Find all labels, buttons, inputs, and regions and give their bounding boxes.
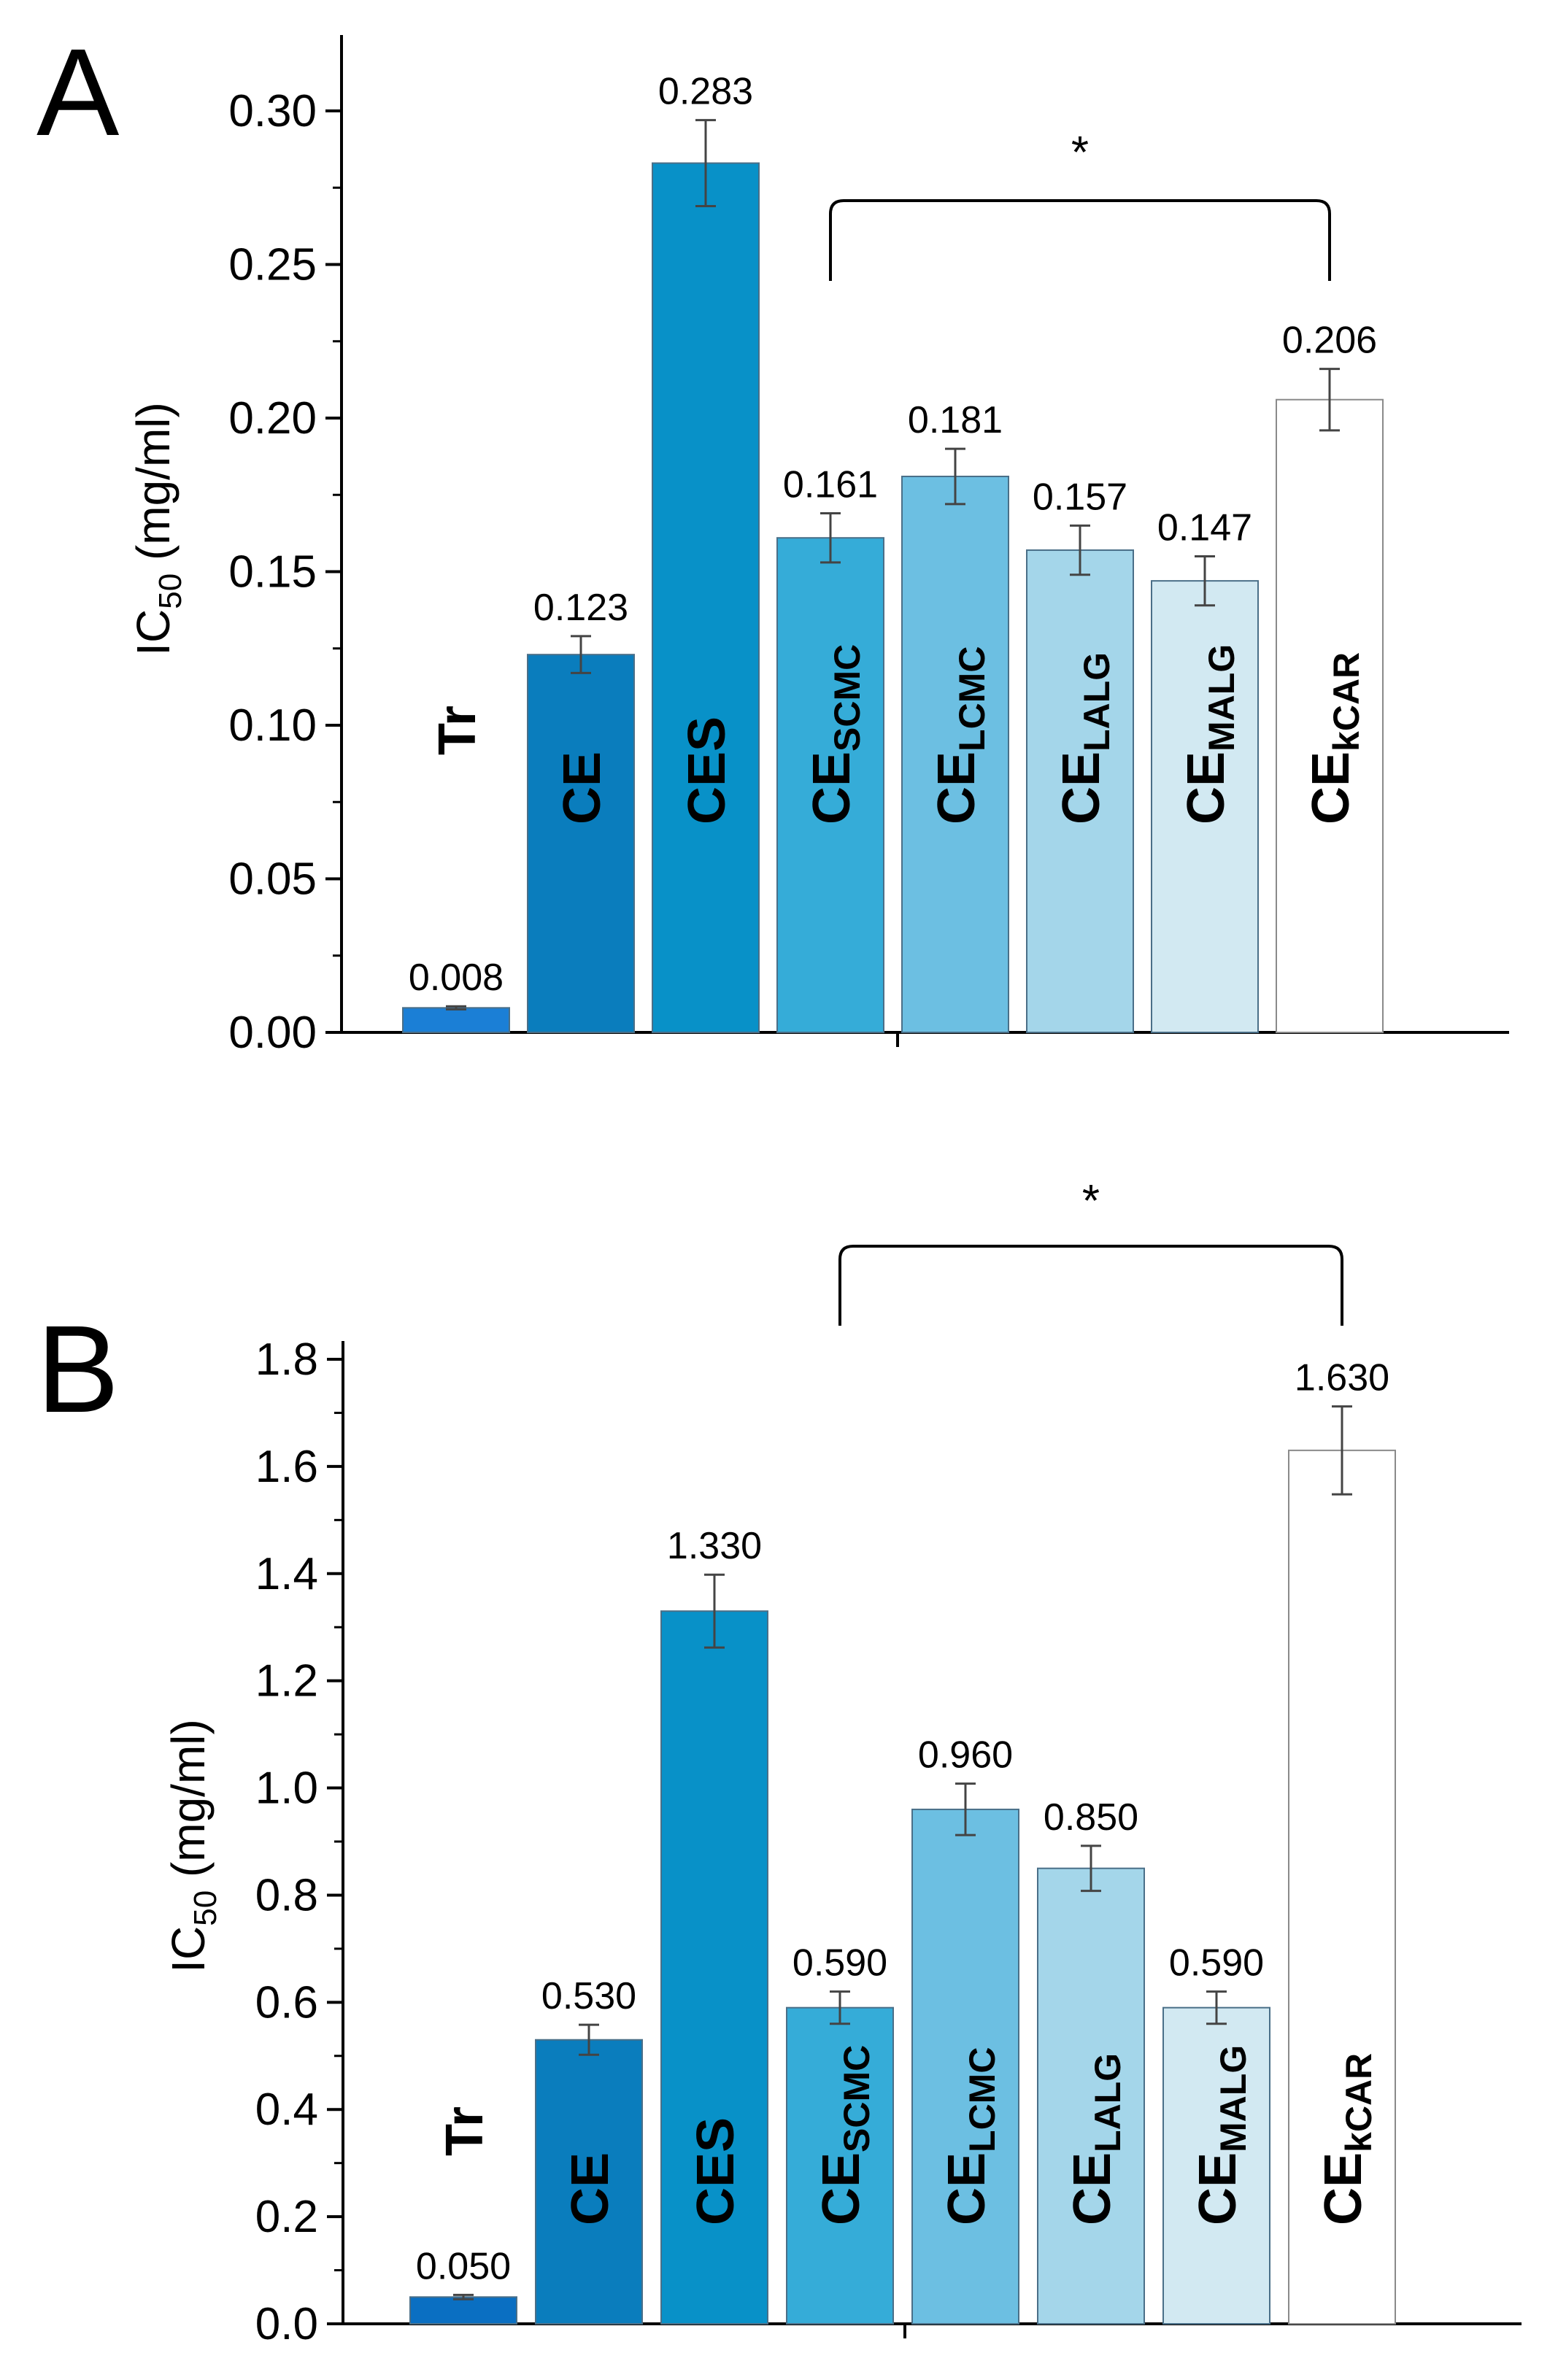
category-label-b: CES <box>687 2117 745 2225</box>
data-label-a: 0.123 <box>533 587 628 629</box>
data-label-b: 1.330 <box>667 1525 762 1567</box>
data-label-b: 0.590 <box>793 1942 887 1985</box>
panel-letter-a: A <box>36 23 120 162</box>
bar-b <box>1288 1449 1396 2325</box>
data-label-a: 0.283 <box>658 71 753 113</box>
category-label-a: CEMALG <box>1177 644 1242 824</box>
bar-a <box>527 654 635 1033</box>
y-tick-label-a: 0.05 <box>228 854 317 905</box>
category-label-b: CESCMC <box>812 2045 877 2225</box>
y-tick-label-a: 0.30 <box>228 86 317 136</box>
category-label-b: Tr <box>436 2106 494 2156</box>
data-label-b: 0.850 <box>1044 1796 1138 1839</box>
data-label-b: 0.960 <box>918 1734 1013 1777</box>
bar-b <box>1162 2006 1270 2325</box>
data-label-b: 0.590 <box>1169 1942 1264 1985</box>
category-label-a: CES <box>678 716 736 824</box>
bar-a <box>402 1007 510 1033</box>
y-axis-label-b: IC50 (mg/ml) <box>162 1719 223 1973</box>
y-tick-label-b: 0.2 <box>255 2192 318 2242</box>
data-label-a: 0.157 <box>1033 476 1127 518</box>
data-label-a: 0.181 <box>908 399 1003 441</box>
data-label-a: 0.147 <box>1157 506 1252 549</box>
bar-b <box>409 2296 517 2325</box>
category-label-a: Tr <box>428 706 487 755</box>
data-label-a: 0.206 <box>1282 320 1377 362</box>
y-tick-label-a: 0.10 <box>228 700 317 751</box>
y-tick-label-a: 0.20 <box>228 393 317 444</box>
bar-b <box>786 2006 894 2325</box>
data-label-b: 0.050 <box>416 2245 511 2287</box>
y-tick-label-b: 1.8 <box>255 1334 318 1385</box>
category-label-a: CE <box>553 752 612 824</box>
significance-bracket-b <box>838 1245 1343 1326</box>
bar-b <box>535 2039 643 2325</box>
y-tick-label-b: 1.2 <box>255 1656 318 1707</box>
y-tick-label-a: 0.15 <box>228 547 317 598</box>
y-tick-label-b: 0.0 <box>255 2299 318 2349</box>
y-tick-label-b: 1.4 <box>255 1549 318 1599</box>
significance-bracket-a <box>829 199 1331 281</box>
bar-a <box>1026 549 1134 1033</box>
y-tick-label-a: 0.00 <box>228 1008 317 1058</box>
category-label-a: CEkCAR <box>1302 652 1367 824</box>
category-label-a: CESCMC <box>803 644 868 824</box>
panel-letter-b: B <box>36 1300 119 1439</box>
y-axis-label-a: IC50 (mg/ml) <box>127 402 188 656</box>
bar-b <box>1037 1867 1145 2325</box>
y-tick-label-b: 1.0 <box>255 1763 318 1814</box>
y-tick-label-b: 1.6 <box>255 1442 318 1492</box>
significance-marker-b: * <box>1082 1176 1100 1226</box>
category-label-b: CELCMC <box>938 2047 1003 2225</box>
y-tick-label-b: 0.8 <box>255 1870 318 1920</box>
bar-a <box>901 475 1009 1033</box>
data-label-b: 0.530 <box>541 1975 636 2017</box>
bar-a <box>1276 398 1384 1033</box>
category-label-b: CEMALG <box>1189 2045 1254 2225</box>
panel-a: A IC50 (mg/ml) 0.00 0.05 0.10 0.15 0.20 0.25 0… <box>36 23 1509 1058</box>
panel-b: B IC50 (mg/ml) 0.0 0.2 0.4 0.6 0.8 1.0 1.2 1.4 1… <box>36 1176 1522 2349</box>
category-label-a: CELCMC <box>928 646 992 824</box>
y-tick-label-a: 0.25 <box>228 240 317 290</box>
bar-a <box>1151 580 1259 1033</box>
y-tick-label-b: 0.6 <box>255 1977 318 2028</box>
bar-b <box>660 1610 768 2325</box>
category-label-b: CELALG <box>1063 2053 1128 2225</box>
significance-marker-a: * <box>1071 128 1089 178</box>
data-label-a: 0.008 <box>409 957 504 999</box>
data-label-a: 0.161 <box>783 464 878 506</box>
data-label-b: 1.630 <box>1295 1357 1389 1399</box>
category-label-b: CEkCAR <box>1314 2053 1379 2225</box>
bar-a <box>652 162 760 1034</box>
category-label-a: CELALG <box>1052 652 1117 824</box>
y-tick-label-b: 0.4 <box>255 2085 318 2135</box>
category-label-b: CE <box>561 2152 620 2225</box>
